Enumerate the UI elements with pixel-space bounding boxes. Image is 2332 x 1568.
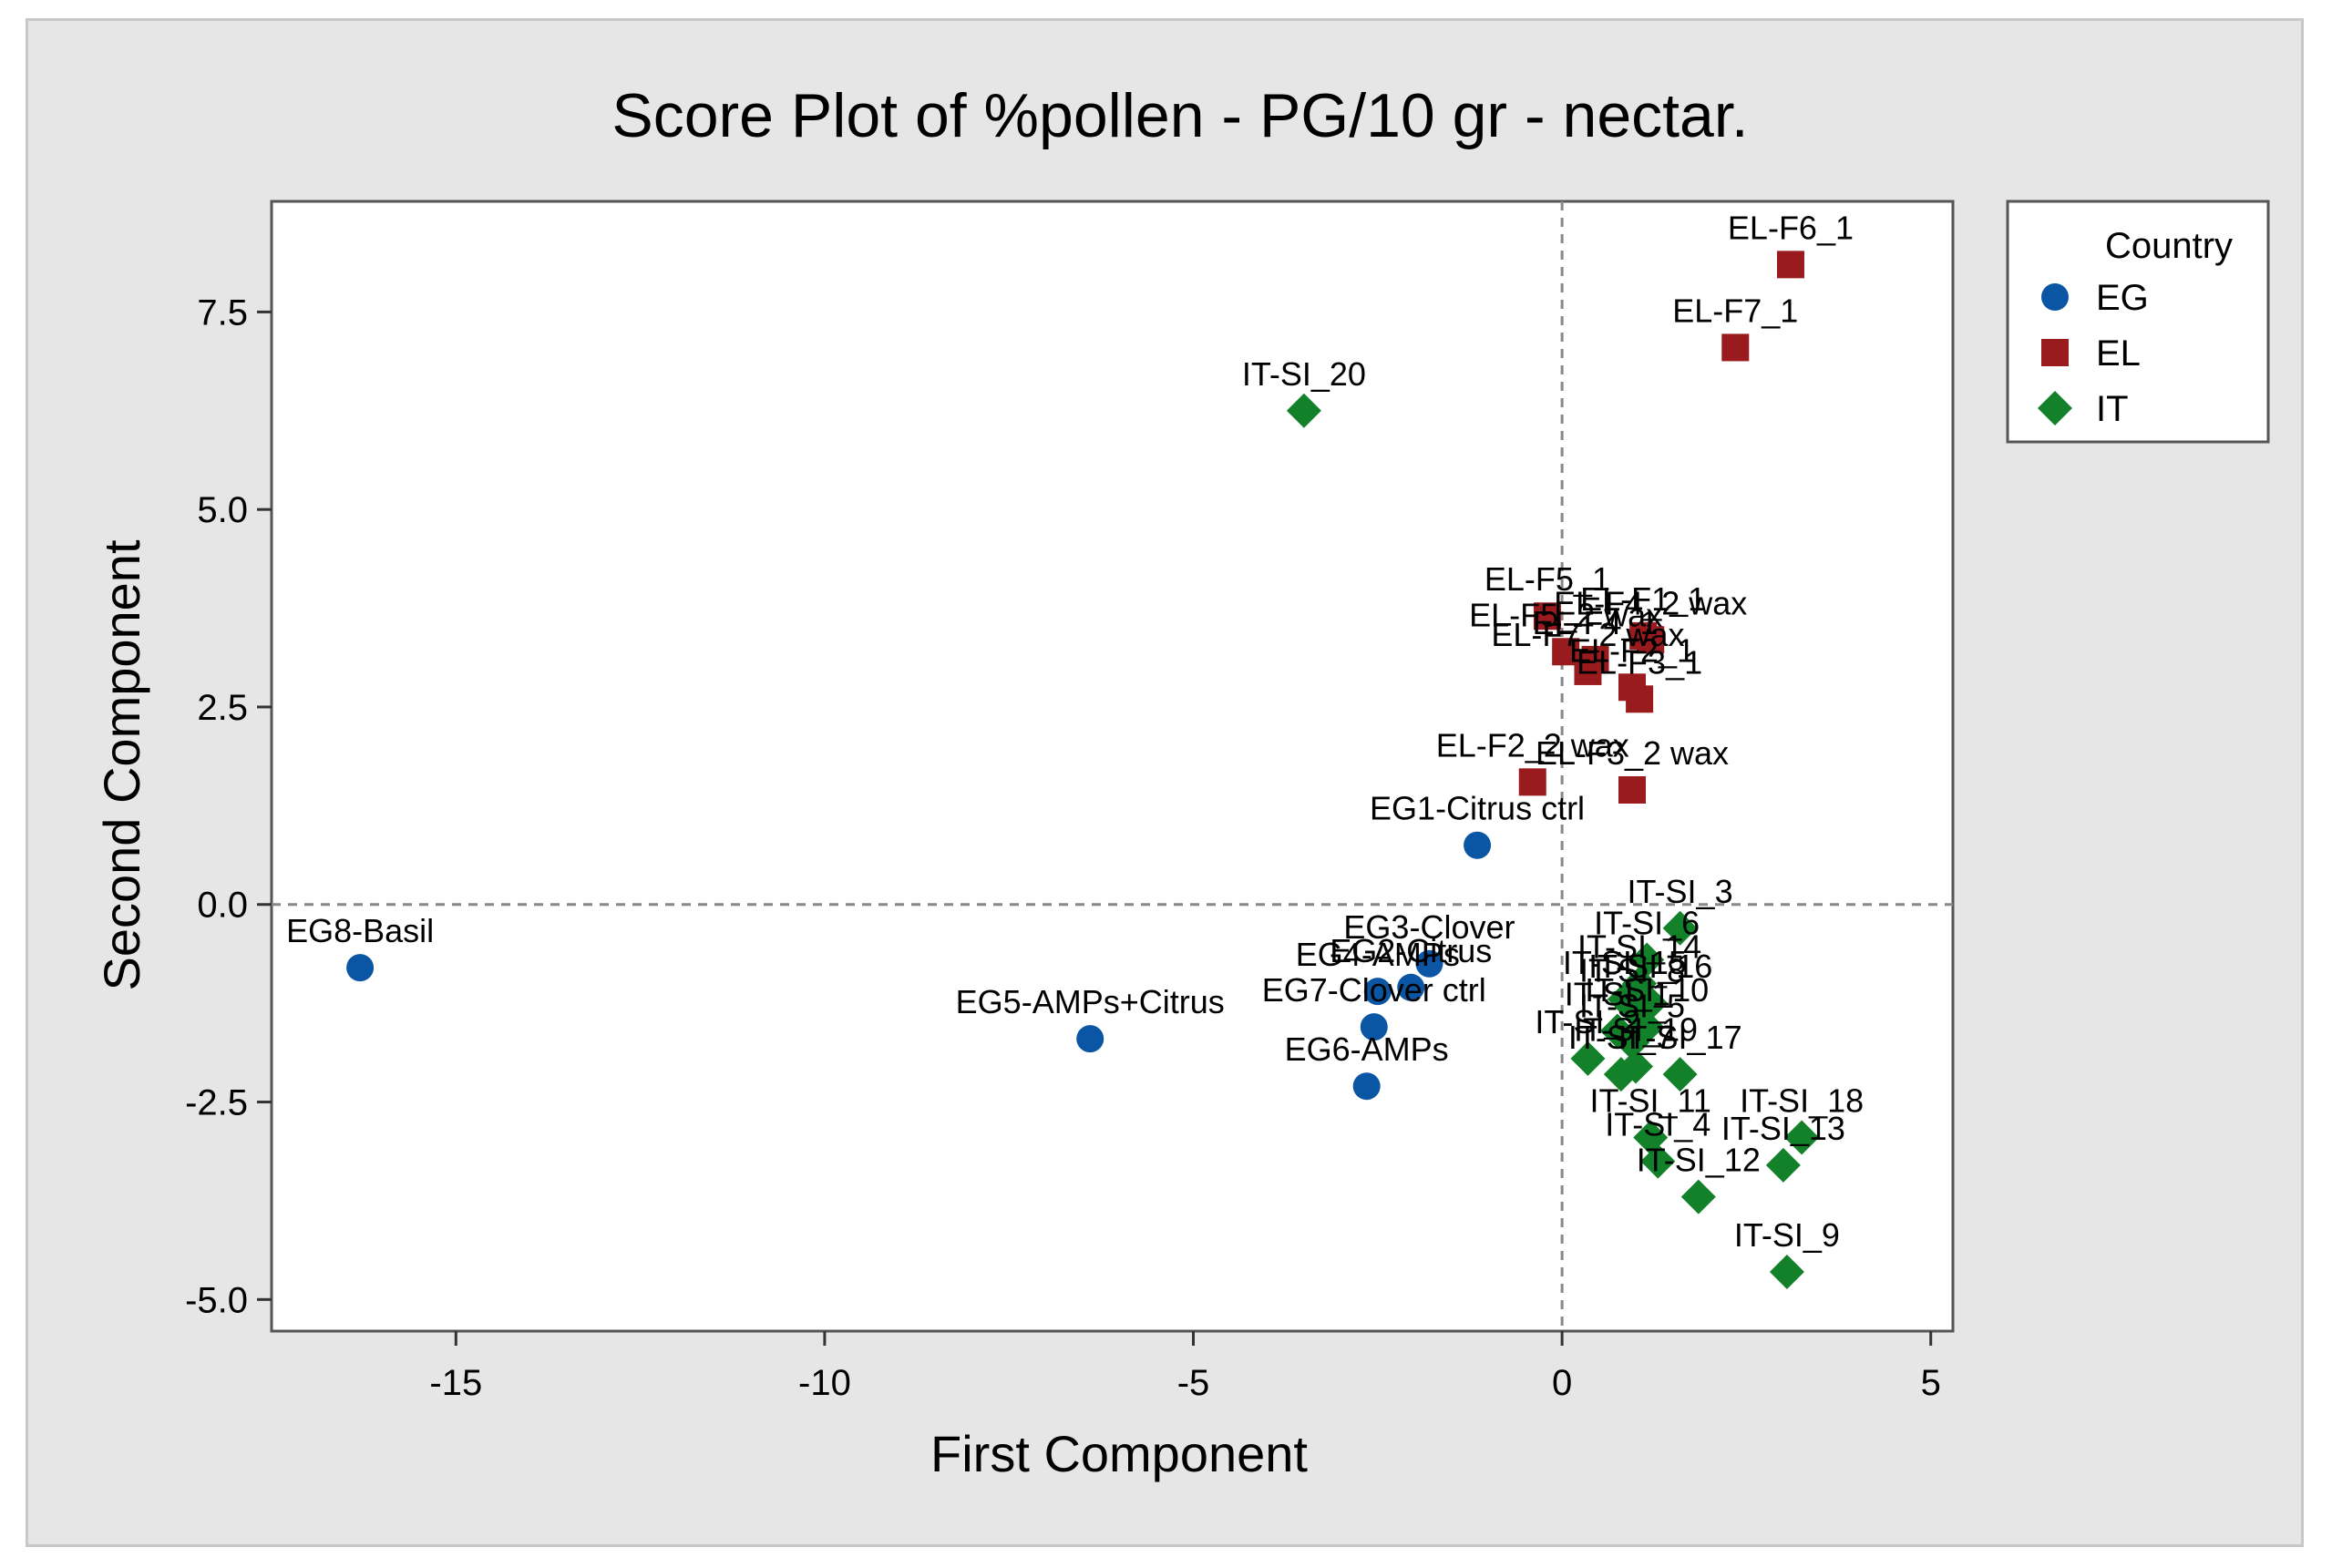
y-tick-label: -5.0 xyxy=(185,1280,248,1320)
reference-lines xyxy=(272,201,1953,1331)
data-point-label: IT-SI_10 xyxy=(1585,971,1709,1009)
legend-entry-label: EL xyxy=(2096,333,2141,374)
data-point-label: EL-F2_1 xyxy=(1569,631,1695,669)
legend: Country EG EL IT xyxy=(2006,200,2270,444)
data-point-eg xyxy=(1415,949,1443,978)
data-point-label: IT-SI_12 xyxy=(1637,1142,1761,1179)
data-point-it xyxy=(1640,1143,1676,1179)
data-point-label: EG8-Basil xyxy=(286,912,434,949)
plot-area xyxy=(270,200,1955,1333)
data-point-it xyxy=(1662,1057,1698,1092)
data-point-it xyxy=(1618,1049,1654,1084)
data-point-el xyxy=(1637,626,1665,654)
x-tick-label: -10 xyxy=(798,1363,851,1403)
data-point-label: IT-SI_2 xyxy=(1535,1003,1640,1040)
data-point-it xyxy=(1662,910,1698,946)
data-point-label: EL-F7_2 wax xyxy=(1491,616,1684,653)
data-point-label: EL-F5_2 wax xyxy=(1469,596,1662,633)
data-point-el xyxy=(1533,602,1561,630)
legend-entry-label: IT xyxy=(2096,389,2129,429)
legend-entry-label: EG xyxy=(2096,278,2149,318)
data-point-label: IT-SI_6 xyxy=(1594,904,1700,941)
data-point-label: IT-SI_3 xyxy=(1628,873,1733,910)
data-point-label: EL-F7_1 xyxy=(1672,292,1798,329)
data-point-label: EG1-Citrus ctrl xyxy=(1370,790,1585,827)
data-point-label: IT-SI_17 xyxy=(1618,1019,1742,1056)
legend-marker-el xyxy=(2041,339,2069,366)
data-point-eg xyxy=(346,954,375,982)
data-point-eg xyxy=(1076,1025,1104,1053)
data-point-label: IT-SI_16 xyxy=(1588,948,1712,985)
data-point-el xyxy=(1776,251,1804,279)
data-point-it xyxy=(1614,1025,1649,1061)
data-point-label: IT-SI_4 xyxy=(1605,1106,1710,1143)
data-point-label: IT-SI_7 xyxy=(1568,1019,1674,1056)
data-point-label: IT-SI_5 xyxy=(1579,987,1685,1024)
data-point-eg xyxy=(1397,973,1425,1001)
legend-marker-eg xyxy=(2041,283,2069,311)
data-point-label: EG3-Clover xyxy=(1343,908,1515,946)
data-point-it xyxy=(1784,1120,1820,1155)
data-point-label: EG7-Clover ctrl xyxy=(1262,971,1486,1009)
data-point-label: EL-F4_1 xyxy=(1532,604,1658,641)
data-point-label: EG2-Citrus xyxy=(1330,932,1492,969)
legend-entries: EG EL IT xyxy=(2038,278,2149,429)
data-point-it xyxy=(1286,393,1321,428)
data-point-label: IT-SI_13 xyxy=(1721,1110,1845,1147)
data-point-it xyxy=(1765,1147,1801,1183)
y-axis-label: Second Component xyxy=(93,539,150,990)
legend-title: Country xyxy=(2105,226,2233,266)
data-point-eg xyxy=(1360,1013,1388,1041)
data-labels: EG8-Basil EG5-AMPs+Citrus EG6-AMPs EG1-Citr… xyxy=(286,209,1864,1254)
data-point-label: EL-F5_1 xyxy=(1484,560,1610,598)
data-point-it xyxy=(1769,1254,1804,1289)
x-tick-label: 5 xyxy=(1921,1363,1941,1403)
data-point-label: EL-F4_2 wax xyxy=(1554,584,1747,621)
data-point-label: EL-F3_1 xyxy=(1577,643,1702,681)
y-tick-label: 0.0 xyxy=(197,886,248,926)
y-axis-ticks: -5.0 -2.5 0.0 2.5 5.0 7.5 xyxy=(185,292,272,1320)
y-tick-label: 5.0 xyxy=(197,490,248,530)
y-tick-label: 2.5 xyxy=(197,688,248,728)
data-point-label: IT-SI_11 xyxy=(1590,1082,1711,1120)
data-point-el xyxy=(1626,685,1654,713)
data-point-el xyxy=(1618,776,1646,804)
data-point-label: EL-F2_2 wax xyxy=(1436,726,1629,764)
data-point-eg xyxy=(1363,978,1392,1006)
x-tick-label: 0 xyxy=(1552,1363,1572,1403)
chart-title: Score Plot of %pollen - PG/10 gr - necta… xyxy=(611,81,1748,150)
data-point-it xyxy=(1570,1040,1606,1076)
x-tick-label: -15 xyxy=(429,1363,482,1403)
data-point-eg xyxy=(1464,831,1492,859)
y-tick-label: 7.5 xyxy=(197,292,248,333)
data-point-el xyxy=(1574,657,1602,685)
data-markers xyxy=(346,251,1820,1289)
data-point-label: EL-F3_2 wax xyxy=(1536,734,1729,772)
x-tick-label: -5 xyxy=(1177,1363,1210,1403)
data-point-label: IT-SI_8 xyxy=(1579,951,1685,989)
data-point-label: EL-F6_1 xyxy=(1728,209,1854,246)
data-point-it xyxy=(1680,1179,1716,1214)
data-point-label: EG4-AMPs xyxy=(1296,936,1460,973)
data-point-label: EG5-AMPs+Citrus xyxy=(956,983,1225,1020)
data-point-label: IT-SI_18 xyxy=(1740,1082,1864,1120)
data-point-el xyxy=(1721,333,1750,362)
data-point-label: IT-SI_1 xyxy=(1565,975,1670,1012)
x-axis-label: First Component xyxy=(930,1425,1308,1482)
data-point-label: EL-F1_1 xyxy=(1580,580,1706,618)
data-point-label: IT-SI_19 xyxy=(1574,1011,1698,1049)
x-axis-ticks: -15 -10 -5 0 5 xyxy=(429,1331,1941,1403)
data-point-el xyxy=(1518,768,1546,796)
data-point-label: EG6-AMPs xyxy=(1285,1030,1449,1068)
data-point-label: IT-SI_20 xyxy=(1242,355,1366,393)
data-point-eg xyxy=(1352,1072,1381,1101)
data-point-label: IT-SI_14 xyxy=(1577,927,1701,965)
y-tick-label: -2.5 xyxy=(185,1083,248,1123)
data-point-label: IT-SI_15 xyxy=(1563,944,1687,981)
legend-marker-it xyxy=(2038,391,2072,425)
data-point-label: IT-SI_9 xyxy=(1734,1216,1840,1254)
